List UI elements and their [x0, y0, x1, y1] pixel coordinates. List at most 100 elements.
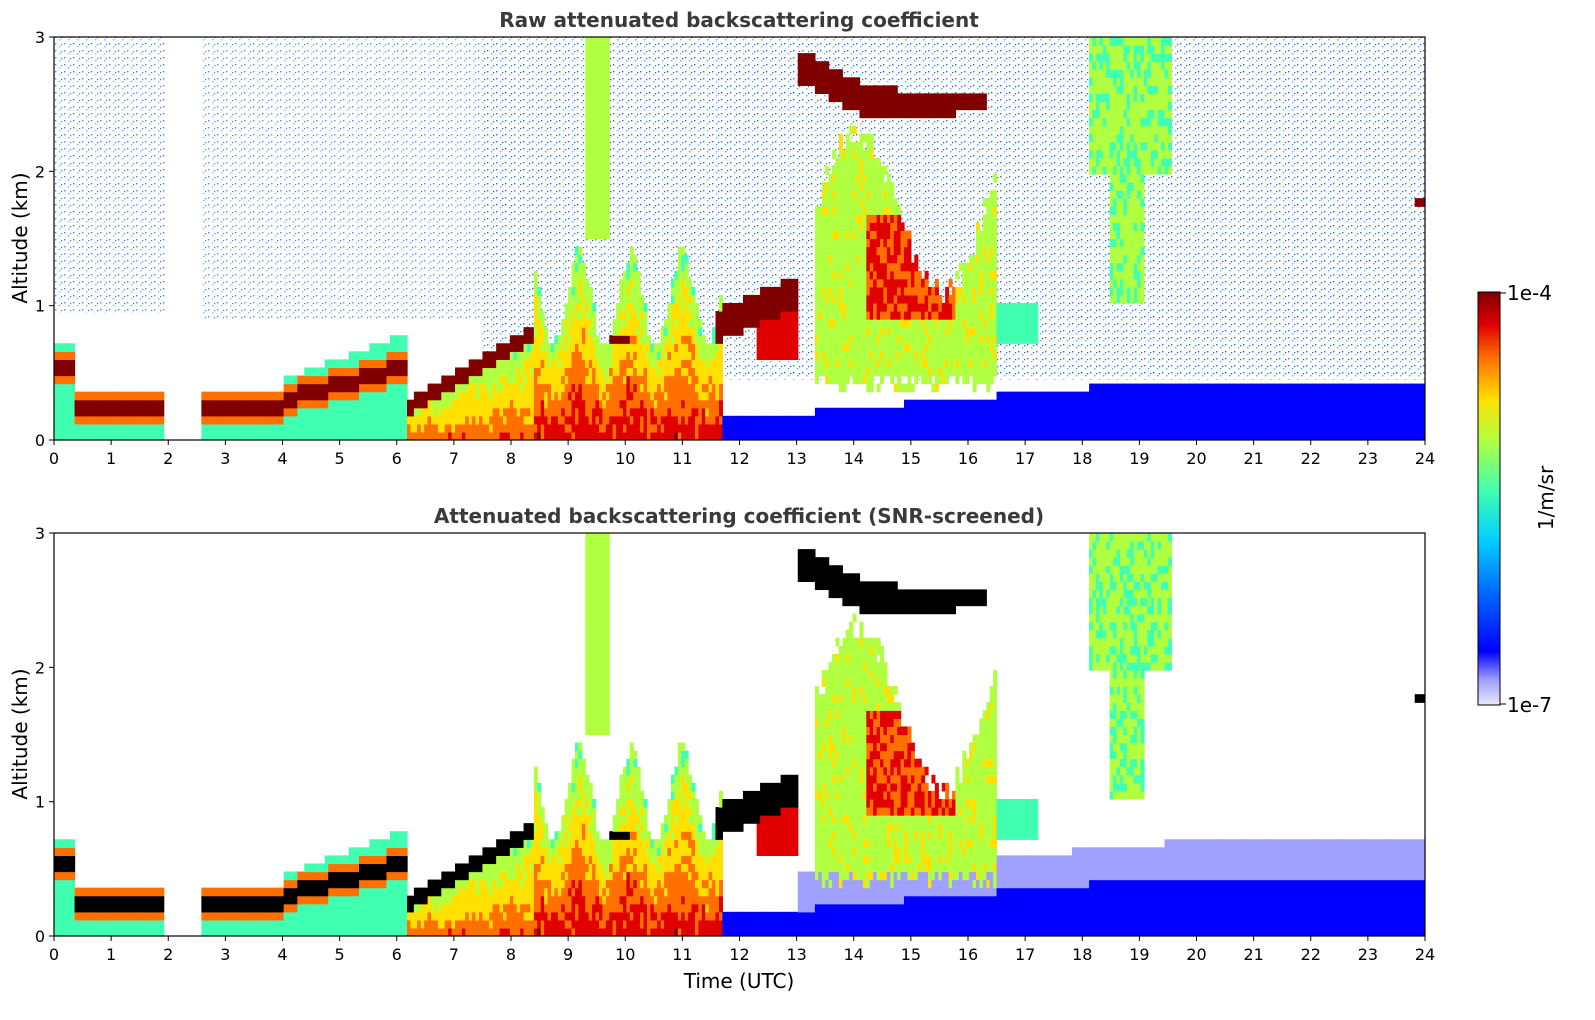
cell: [424, 399, 429, 409]
cell: [136, 407, 141, 417]
cell: [832, 77, 837, 86]
cell: [818, 61, 823, 70]
cell: [886, 254, 891, 264]
cell: [852, 198, 857, 207]
cell: [729, 415, 734, 425]
cell: [886, 415, 891, 425]
cell: [910, 278, 915, 288]
cell: [1154, 383, 1159, 393]
cell: [694, 367, 699, 377]
cell: [1133, 270, 1138, 280]
cell: [636, 399, 641, 409]
cell: [616, 367, 621, 377]
cell: [112, 399, 117, 409]
cell: [626, 391, 631, 401]
cell: [986, 222, 991, 232]
cell: [602, 391, 607, 401]
cell: [667, 351, 672, 360]
cell: [616, 391, 621, 401]
cell: [921, 93, 926, 103]
cell: [814, 262, 819, 272]
cell: [458, 399, 463, 409]
cell: [602, 69, 607, 78]
cell: [588, 93, 593, 103]
cell: [838, 359, 843, 369]
cell: [588, 214, 593, 223]
cell: [718, 351, 723, 360]
cell: [712, 359, 717, 369]
cell: [1140, 53, 1145, 62]
cell: [393, 431, 398, 440]
cell: [1126, 61, 1131, 70]
cell: [232, 415, 237, 425]
cell: [1006, 302, 1011, 312]
cell: [1106, 53, 1111, 62]
cell: [708, 367, 713, 377]
cell: [928, 431, 933, 440]
cell: [924, 359, 929, 369]
cell: [1137, 286, 1142, 296]
cell: [976, 351, 981, 360]
cell: [646, 343, 651, 352]
cell: [760, 351, 765, 360]
cell: [1017, 407, 1022, 417]
cell: [225, 407, 230, 417]
cell: [1123, 109, 1128, 119]
cell: [1123, 391, 1128, 401]
cell: [355, 359, 360, 369]
cell: [612, 375, 617, 385]
cell: [588, 423, 593, 433]
cell: [60, 343, 65, 352]
cell: [578, 415, 583, 425]
cell: [1027, 391, 1032, 401]
cell: [1150, 165, 1155, 175]
cell: [773, 294, 778, 304]
cell: [431, 391, 436, 401]
cell: [900, 230, 905, 240]
cell: [1161, 53, 1166, 62]
cell: [1164, 407, 1169, 417]
cell: [1095, 157, 1100, 167]
cell: [578, 343, 583, 352]
cell: [838, 375, 843, 385]
cell: [856, 254, 861, 264]
cell: [832, 85, 837, 95]
cell: [619, 286, 624, 296]
cell: [293, 431, 298, 440]
cell: [348, 431, 353, 440]
cell: [821, 311, 826, 320]
cell: [952, 294, 957, 304]
cell: [633, 415, 638, 425]
cell: [1157, 93, 1162, 103]
cell: [825, 286, 830, 296]
cell: [856, 359, 861, 369]
cell: [386, 431, 391, 440]
cell: [540, 343, 545, 352]
cell: [1147, 93, 1152, 103]
cell: [842, 327, 847, 336]
cell: [533, 311, 538, 320]
cell: [581, 327, 586, 336]
cell: [1150, 133, 1155, 143]
cell: [355, 399, 360, 409]
cell: [928, 359, 933, 369]
cell: [862, 351, 867, 360]
cell: [345, 375, 350, 385]
cell: [893, 206, 898, 215]
cell: [362, 375, 367, 385]
cell: [612, 383, 617, 393]
cell: [962, 302, 967, 312]
cell: [550, 367, 556, 377]
cell: [1047, 399, 1053, 409]
cell: [266, 407, 271, 417]
cell: [1140, 270, 1145, 280]
cell: [605, 415, 610, 425]
cell: [873, 327, 878, 336]
cell: [287, 375, 292, 385]
cell: [564, 343, 569, 352]
cell: [1092, 85, 1097, 95]
cell: [924, 367, 929, 377]
cell: [1075, 423, 1080, 433]
cell: [156, 391, 161, 401]
cell: [304, 367, 309, 377]
